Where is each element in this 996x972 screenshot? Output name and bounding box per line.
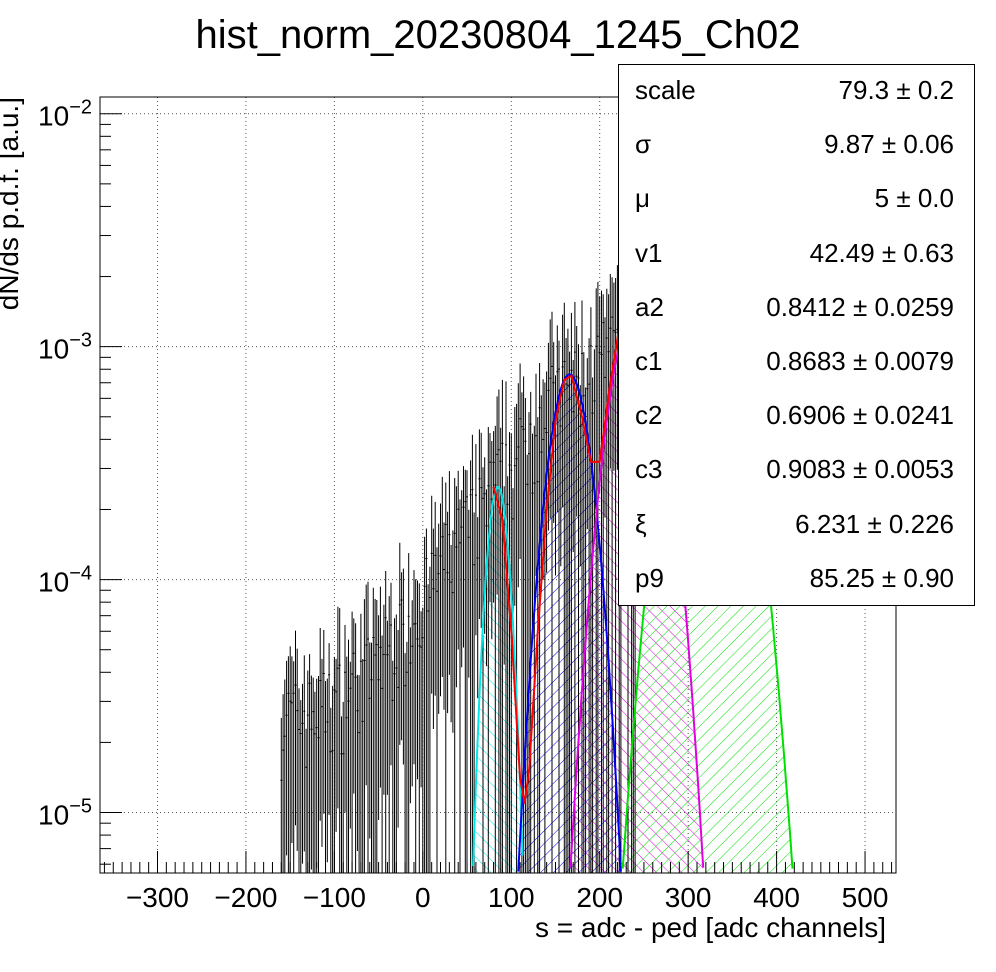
x-tick-label: −300: [126, 882, 189, 913]
chart-title: hist_norm_20230804_1245_Ch02: [196, 13, 801, 57]
component-curve: [472, 485, 524, 867]
stat-name: μ: [635, 183, 650, 214]
x-tick-label: 400: [753, 882, 800, 913]
stat-row: c2 0.6906 ± 0.0241: [619, 390, 974, 444]
stat-value: 79.3 ± 0.2: [838, 75, 954, 105]
stat-value: 42.49 ± 0.63: [809, 237, 954, 268]
x-tick-label: 500: [842, 882, 889, 913]
stat-value: 5 ± 0.0: [874, 183, 954, 214]
x-axis-label: s = adc - ped [adc channels]: [535, 912, 886, 943]
x-tick-label: 300: [665, 882, 712, 913]
x-tick-label: 100: [488, 882, 535, 913]
stat-name: c1: [635, 346, 663, 376]
x-tick-label: −200: [214, 882, 277, 913]
y-tick-label: 10−5: [38, 796, 92, 831]
y-tick-label: 10−4: [38, 563, 92, 598]
stat-value: 0.9083 ± 0.0053: [766, 454, 954, 485]
histogram: [280, 249, 637, 873]
y-tick-label: 10−3: [38, 330, 92, 365]
stat-row: c3 0.9083 ± 0.0053: [619, 444, 974, 498]
stat-name: scale: [635, 75, 696, 105]
y-axis: 10−5 10−4 10−3 10−2: [38, 97, 122, 865]
x-tick-label: 0: [415, 882, 431, 913]
stat-value: 85.25 ± 0.90: [809, 562, 954, 593]
stat-name: v1: [635, 237, 663, 268]
stat-row: c1 0.8683 ± 0.0079: [619, 336, 974, 390]
stat-name: c3: [635, 454, 663, 485]
stat-value: 0.8412 ± 0.0259: [766, 291, 954, 322]
stat-name: σ: [635, 129, 652, 160]
stat-row: ξ 6.231 ± 0.226: [619, 499, 974, 553]
stat-value: 9.87 ± 0.06: [824, 129, 954, 160]
stat-row: v1 42.49 ± 0.63: [619, 228, 974, 282]
stat-name: ξ: [635, 508, 647, 539]
stat-row: scale 79.3 ± 0.2: [619, 65, 974, 119]
stat-value: 6.231 ± 0.226: [795, 508, 954, 539]
stat-row: μ 5 ± 0.0: [619, 173, 974, 227]
stat-row: σ 9.87 ± 0.06: [619, 119, 974, 173]
x-tick-label: −100: [303, 882, 366, 913]
y-axis-label: dN/ds p.d.f. [a.u.]: [0, 97, 24, 310]
fit-stats-box: scale 79.3 ± 0.2 σ 9.87 ± 0.06 μ 5 ± 0.0 v1 42.…: [618, 64, 975, 606]
x-tick-label: 200: [576, 882, 623, 913]
x-axis: −300 −200 −100 0 100 200 300 400 500: [103, 851, 893, 913]
stat-value: 0.8683 ± 0.0079: [766, 346, 954, 376]
component-curve: [517, 373, 622, 872]
stat-name: a2: [635, 291, 664, 322]
histogram-bins: [280, 249, 637, 873]
stat-row: p9 85.25 ± 0.90: [619, 553, 974, 607]
y-tick-label: 10−2: [38, 97, 92, 132]
stat-row: a2 0.8412 ± 0.0259: [619, 282, 974, 336]
stat-name: c2: [635, 400, 663, 431]
stat-name: p9: [635, 562, 664, 593]
stat-value: 0.6906 ± 0.0241: [766, 400, 954, 431]
